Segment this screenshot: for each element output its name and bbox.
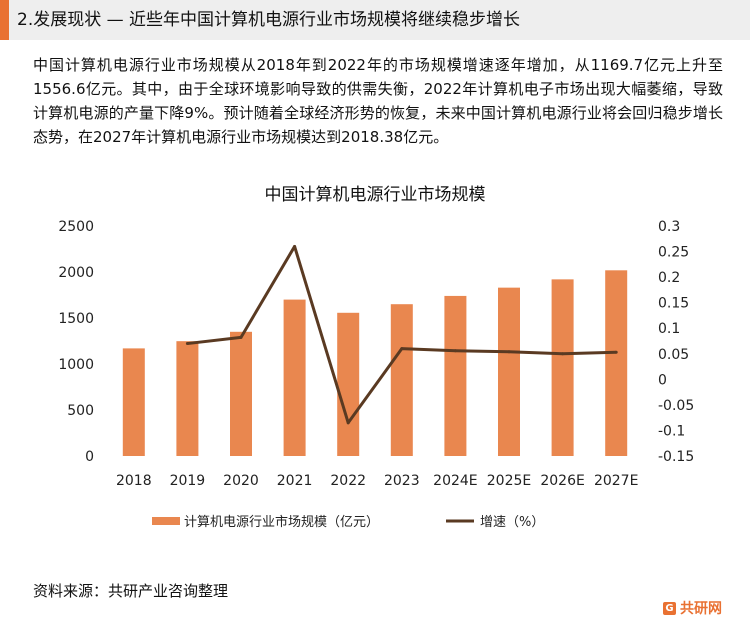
- line-point-growth-rate: [561, 352, 565, 356]
- line-point-growth-rate: [400, 347, 404, 351]
- line-point-growth-rate: [614, 350, 618, 354]
- bar-market-size: [337, 312, 360, 456]
- y-right-tick-label: 0.1: [658, 321, 680, 337]
- bar-market-size: [390, 304, 413, 456]
- x-tick-label: 2021: [277, 473, 313, 489]
- y-left-tick-label: 1000: [58, 357, 94, 373]
- y-right-tick-label: 0.05: [658, 347, 689, 363]
- brand-logo: G 共研网: [663, 598, 722, 618]
- bar-market-size: [551, 279, 574, 456]
- logo-text: 共研网: [680, 601, 722, 617]
- x-tick-label: 2027E: [594, 473, 638, 489]
- y-right-tick-label: 0.3: [658, 219, 680, 235]
- line-point-growth-rate: [293, 244, 297, 248]
- x-tick-label: 2018: [116, 473, 152, 489]
- y-left-tick-label: 500: [67, 403, 94, 419]
- line-point-growth-rate: [185, 342, 189, 346]
- source-note: 资料来源：共研产业咨询整理: [33, 582, 229, 600]
- intro-paragraph: 中国计算机电源行业市场规模从2018年到2022年的市场规模增速逐年增加，从11…: [33, 56, 723, 146]
- y-left-tick-label: 2500: [58, 219, 94, 235]
- x-tick-label: 2019: [170, 473, 206, 489]
- y-right-tick-label: -0.1: [658, 423, 685, 439]
- legend-swatch-bar: [152, 517, 180, 525]
- y-left-tick-label: 1500: [58, 311, 94, 327]
- x-tick-label: 2022: [330, 473, 366, 489]
- x-tick-label: 2025E: [487, 473, 531, 489]
- bar-market-size: [176, 341, 199, 456]
- y-right-tick-label: 0: [658, 372, 667, 388]
- legend-label-line: 增速（%）: [480, 515, 544, 530]
- y-right-tick-label: -0.15: [658, 449, 694, 465]
- logo-mark-icon: G: [663, 601, 676, 615]
- x-tick-label: 2024E: [433, 473, 477, 489]
- y-right-tick-label: 0.15: [658, 296, 689, 312]
- x-tick-label: 2020: [223, 473, 259, 489]
- y-left-tick-label: 2000: [58, 265, 94, 281]
- x-tick-label: 2026E: [540, 473, 584, 489]
- y-left-tick-label: 0: [85, 449, 94, 465]
- x-tick-label: 2023: [384, 473, 420, 489]
- y-right-tick-label: -0.05: [658, 398, 694, 414]
- line-point-growth-rate: [239, 335, 243, 339]
- section-header: 2.发展现状 — 近些年中国计算机电源行业市场规模将继续稳步增长: [0, 0, 750, 40]
- legend-label-bar: 计算机电源行业市场规模（亿元）: [184, 514, 379, 530]
- bar-market-size: [444, 295, 467, 456]
- y-right-tick-label: 0.25: [658, 245, 689, 261]
- bar-market-size: [498, 287, 520, 456]
- combo-chart: 0 500 1000 1500 2000 2500 -0.15 -0.1 -0.05 0 0.05 0…: [58, 219, 694, 530]
- line-point-growth-rate: [507, 350, 511, 354]
- bar-market-size: [283, 299, 306, 456]
- section-title: 2.发展现状 — 近些年中国计算机电源行业市场规模将继续稳步增长: [17, 10, 521, 30]
- chart-title: 中国计算机电源行业市场规模: [264, 185, 486, 205]
- bar-market-size: [230, 331, 252, 456]
- line-point-growth-rate: [346, 421, 350, 425]
- bar-market-size: [122, 348, 145, 456]
- y-right-tick-label: 0.2: [658, 270, 680, 286]
- header-accent-bar: [0, 0, 9, 40]
- bar-market-size: [605, 270, 628, 456]
- line-point-growth-rate: [453, 349, 457, 353]
